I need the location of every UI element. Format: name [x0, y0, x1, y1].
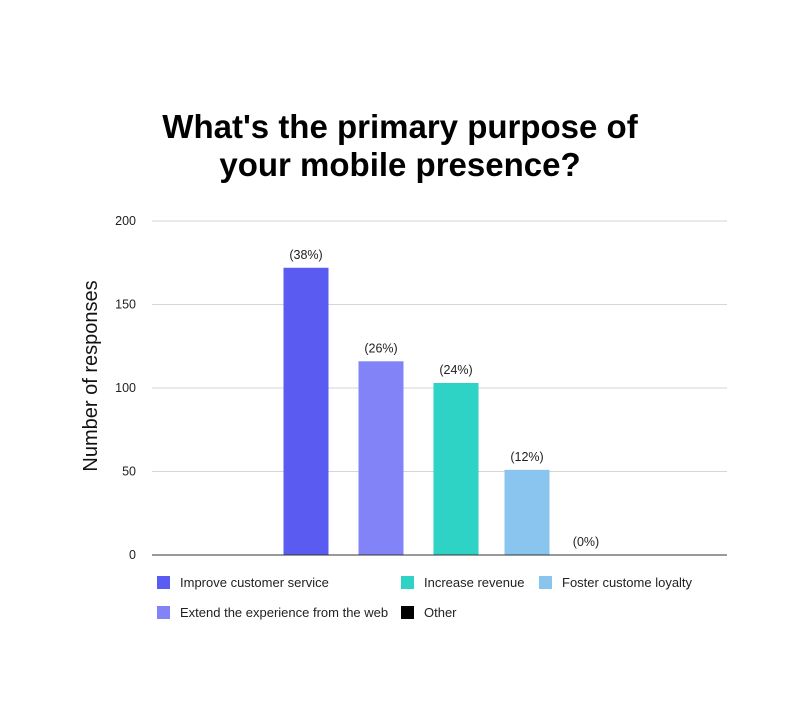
y-tick-label: 100 [115, 381, 136, 395]
legend-swatch [539, 575, 552, 589]
legend-item: Foster custome loyalty [539, 574, 692, 590]
legend-label: Foster custome loyalty [562, 574, 693, 590]
chart-title: What's the primary purpose of your mobil… [162, 108, 638, 183]
y-axis-title: Number of responses [80, 280, 102, 471]
legend-item: Extend the experience from the web [157, 604, 388, 620]
y-tick-label: 200 [115, 214, 136, 228]
legend-label: Other [424, 604, 457, 620]
legend-swatch [157, 575, 170, 589]
legend-item: Increase revenue [401, 574, 524, 590]
y-tick-label: 150 [115, 298, 136, 312]
y-tick-labels: 0 50 100 150 200 [115, 214, 136, 562]
legend-item: Improve customer service [157, 574, 329, 590]
legend-swatch [157, 605, 170, 619]
bar-data-labels: (38%) (26%) (24%) (12%) (0%) [289, 248, 599, 549]
legend-item: Other [401, 604, 457, 620]
bar-data-label: (26%) [364, 341, 397, 355]
bar [283, 267, 329, 555]
y-tick-label: 0 [129, 548, 136, 562]
legend-label: Increase revenue [424, 574, 525, 590]
legend-swatch [401, 575, 414, 589]
legend-swatch [401, 605, 414, 619]
y-tick-label: 50 [122, 465, 136, 479]
bar [358, 361, 404, 555]
bar-data-label: (12%) [510, 450, 543, 464]
legend-label: Improve customer service [180, 574, 329, 590]
bar [433, 382, 479, 555]
legend-label: Extend the experience from the web [180, 604, 389, 620]
bar-data-label: (38%) [289, 248, 322, 262]
bars [283, 267, 550, 555]
bar [504, 469, 550, 555]
bar-data-label: (0%) [573, 535, 599, 549]
bar-data-label: (24%) [439, 363, 472, 377]
